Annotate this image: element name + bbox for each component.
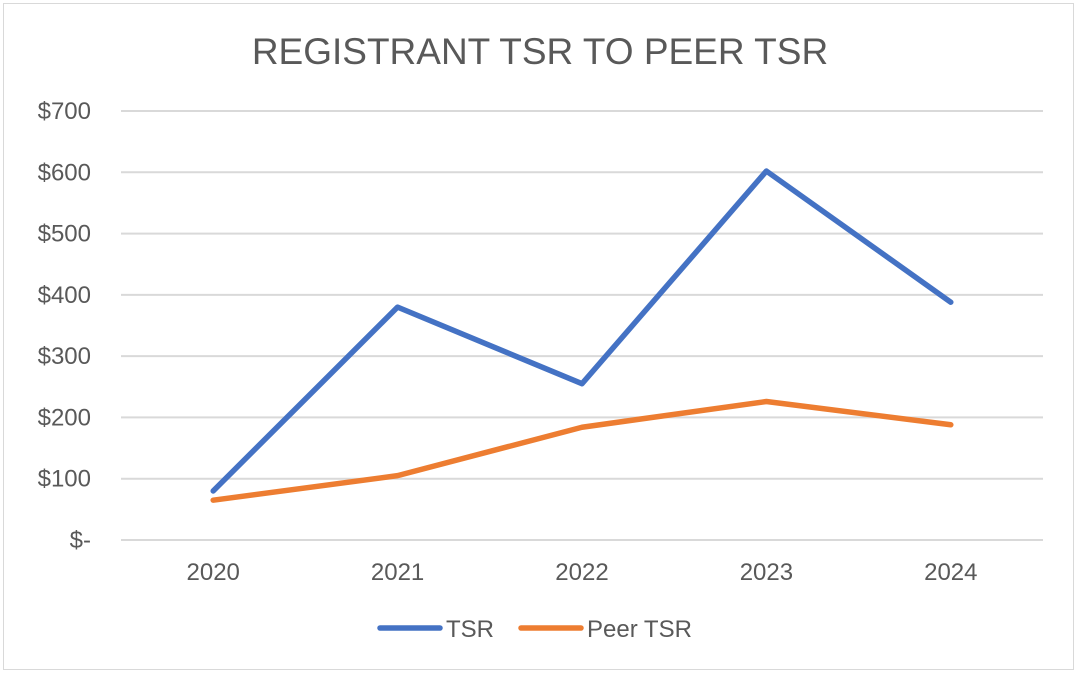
x-tick-label: 2021 (371, 559, 424, 586)
legend-label: Peer TSR (587, 616, 692, 643)
y-tick-label: $- (70, 527, 91, 554)
series-lines (210, 168, 954, 503)
x-axis-tick-labels: 2020 2021 2022 2023 2024 (187, 559, 978, 586)
chart-frame (3, 3, 1074, 670)
x-tick-label: 2023 (740, 559, 793, 586)
legend-label: TSR (446, 616, 494, 643)
x-tick-label: 2022 (555, 559, 608, 586)
y-tick-label: $200 (38, 404, 91, 431)
y-tick-label: $700 (38, 98, 91, 125)
chart-title: REGISTRANT TSR TO PEER TSR (252, 31, 828, 72)
x-tick-label: 2020 (187, 559, 240, 586)
y-axis-tick-labels: $- $100 $200 $300 $400 $500 $600 $700 (38, 98, 91, 554)
x-tick-label: 2024 (924, 559, 977, 586)
y-tick-label: $500 (38, 221, 91, 248)
y-tick-label: $600 (38, 159, 91, 186)
series-line-tsr (210, 168, 954, 494)
legend: TSR Peer TSR (377, 616, 692, 643)
series-line-peer-tsr (210, 398, 954, 503)
gridlines (121, 110, 1043, 541)
y-tick-label: $300 (38, 343, 91, 370)
y-tick-label: $100 (38, 466, 91, 493)
y-tick-label: $400 (38, 282, 91, 309)
